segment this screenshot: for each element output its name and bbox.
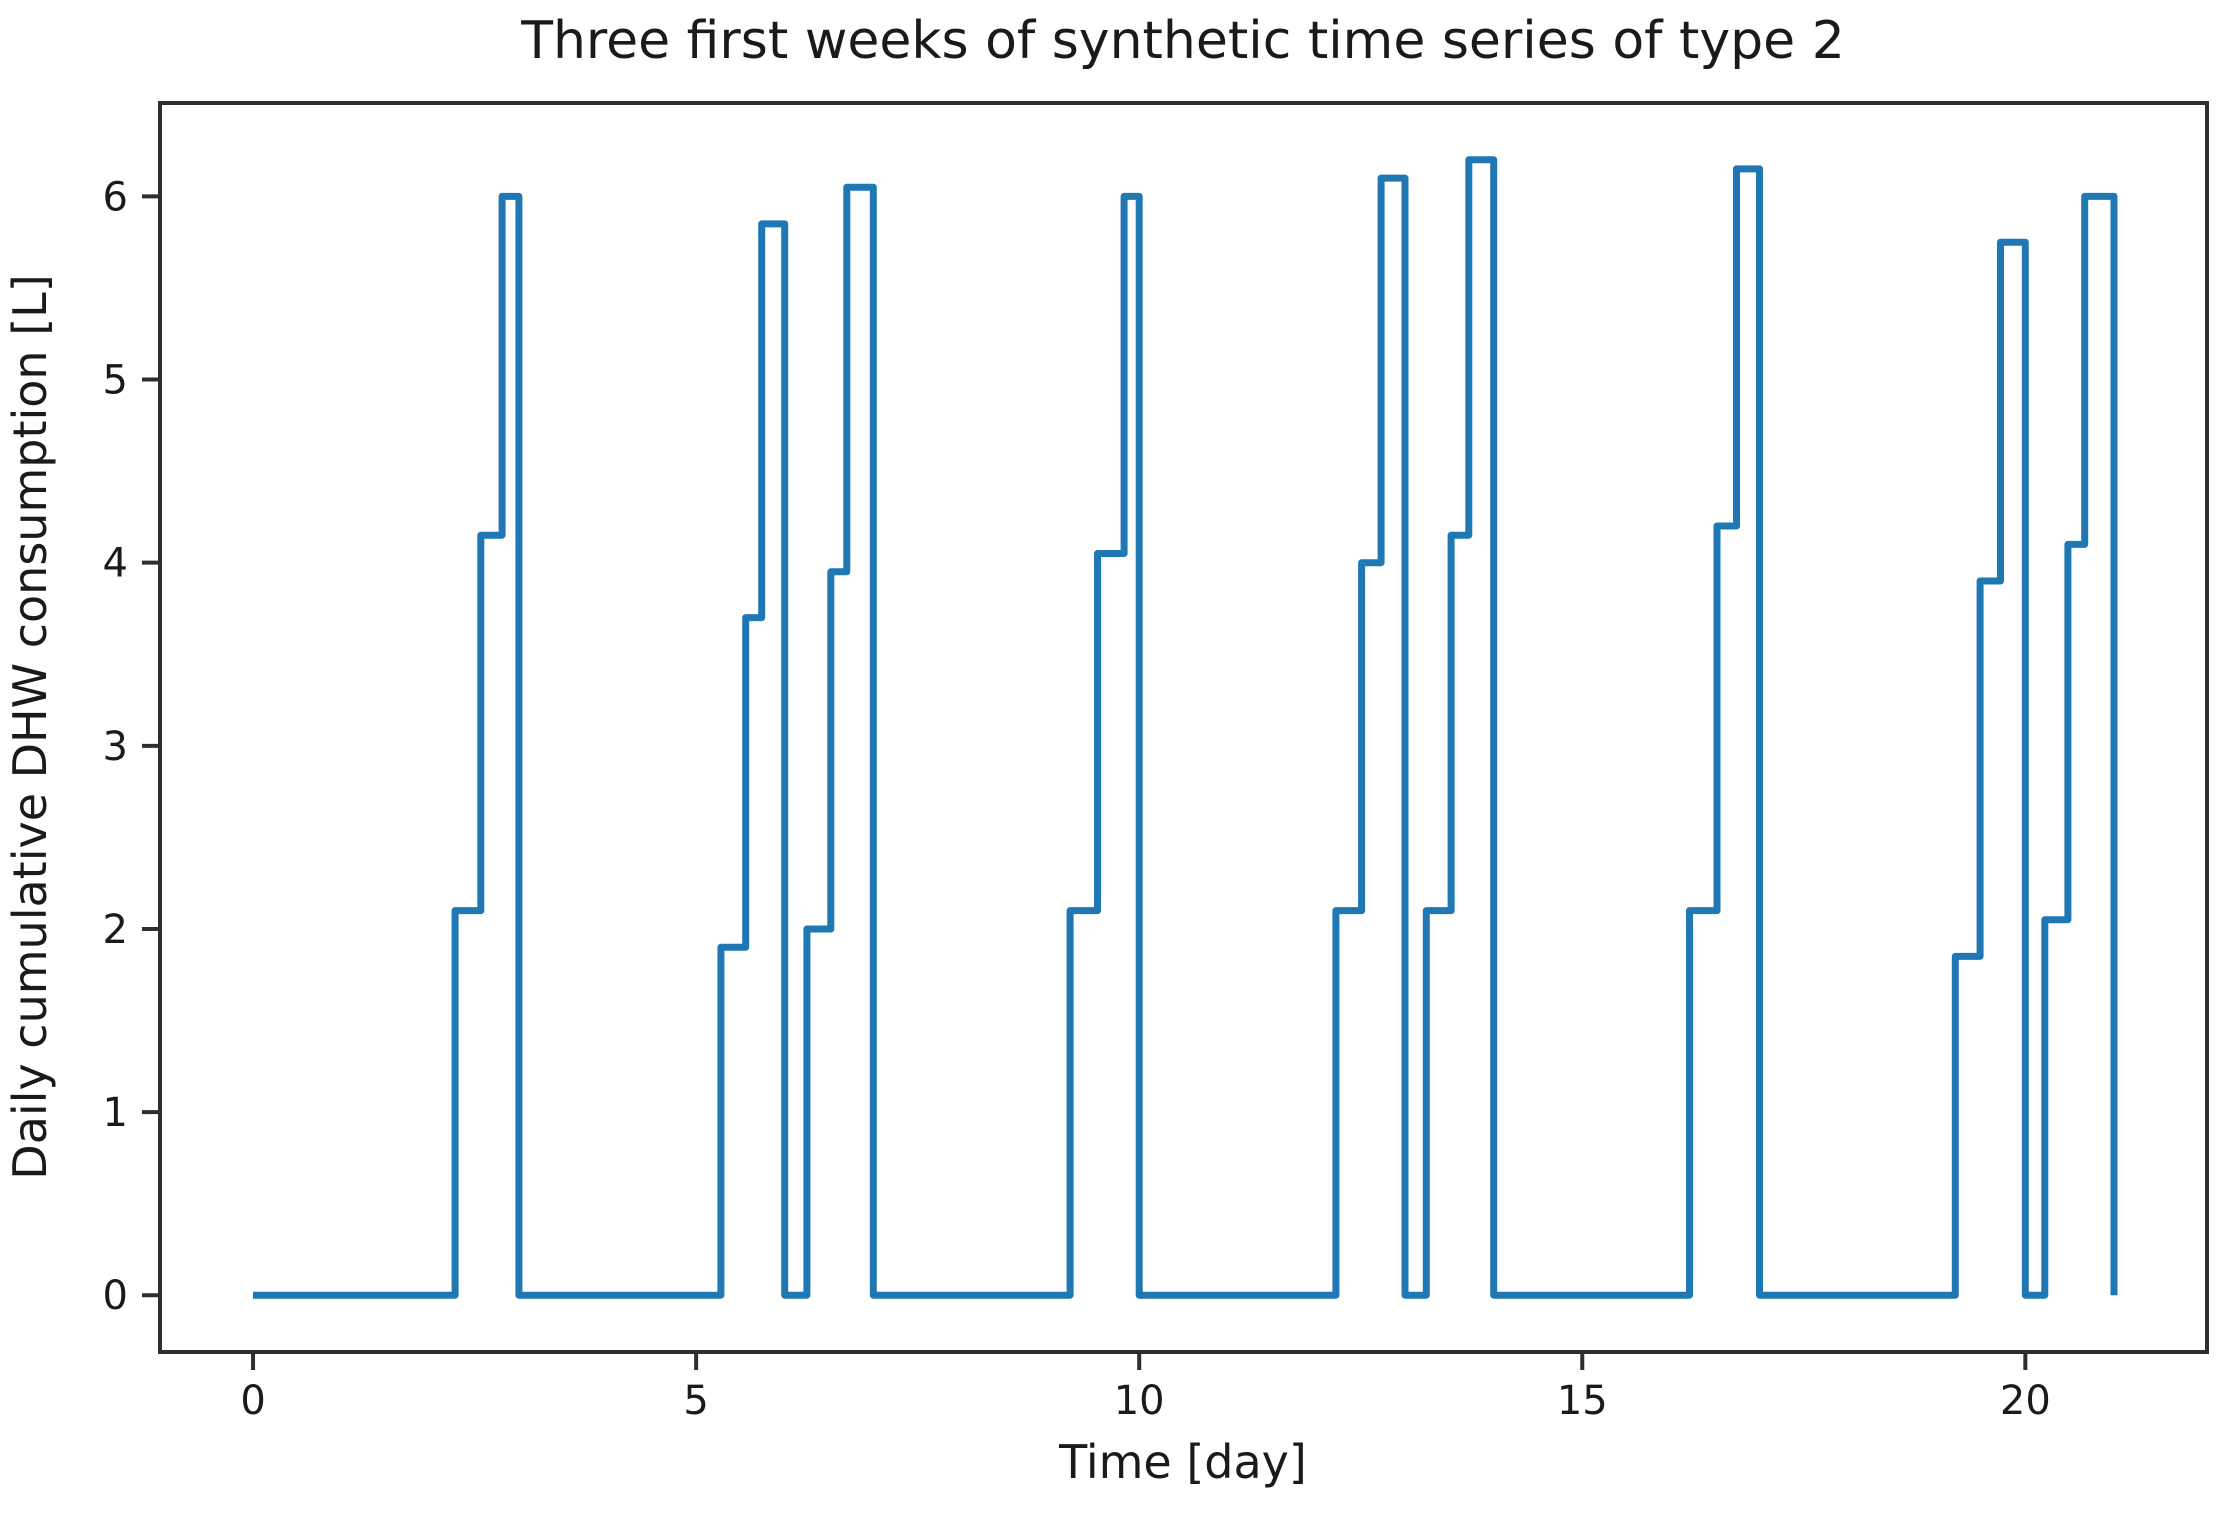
y-tick-label: 4 (103, 541, 128, 587)
x-axis-label: Time [day] (1058, 1435, 1307, 1489)
x-tick-label: 20 (2000, 1378, 2051, 1424)
x-axis-ticks: 0 5 10 15 20 (240, 1352, 2051, 1424)
y-axis-label: Daily cumulative DHW consumption [L] (3, 274, 57, 1179)
y-tick-label: 0 (103, 1273, 128, 1319)
y-axis-ticks: 0 1 2 3 4 5 6 (103, 174, 160, 1319)
y-tick-label: 5 (103, 358, 128, 404)
x-tick-label: 5 (683, 1378, 708, 1424)
plot-background (160, 103, 2207, 1352)
y-tick-label: 3 (103, 724, 128, 770)
y-tick-label: 2 (103, 907, 128, 953)
x-tick-label: 0 (240, 1378, 265, 1424)
data-series-group (253, 156, 2118, 1299)
y-tick-label: 6 (103, 174, 128, 220)
chart-title: Three first weeks of synthetic time seri… (520, 11, 1845, 71)
x-tick-label: 10 (1114, 1378, 1165, 1424)
series-line (253, 156, 2118, 1299)
x-tick-label: 15 (1557, 1378, 1608, 1424)
y-tick-label: 1 (103, 1090, 128, 1136)
plot-border (158, 101, 2209, 1354)
